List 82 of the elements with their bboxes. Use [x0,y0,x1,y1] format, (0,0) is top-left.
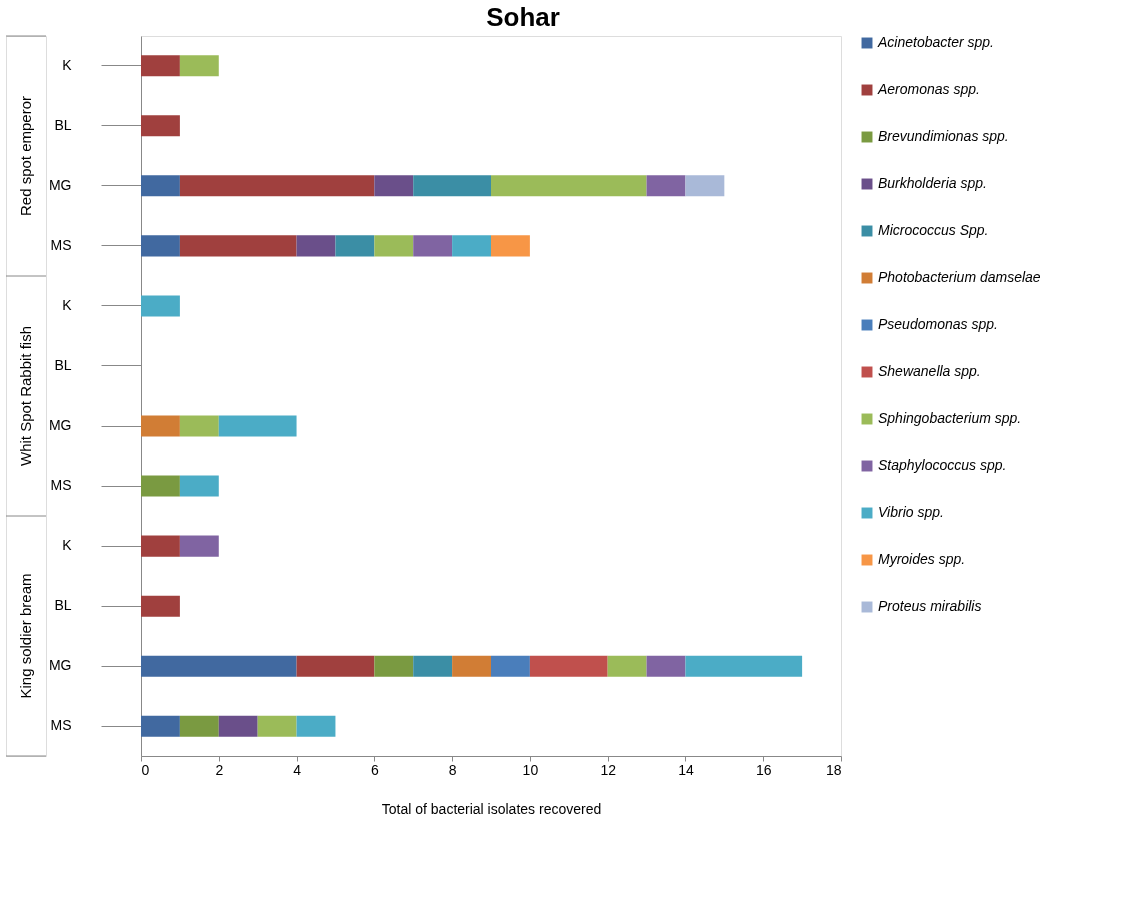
legend-label: Shewanella spp. [878,363,981,379]
text: King soldier bream [17,573,34,699]
y-tick-label: K [62,296,73,313]
bar [141,175,180,197]
y-tick-label: MG [48,176,72,193]
y-tick-label: K [62,537,73,554]
chart-title: Sohar [486,2,560,32]
bar [141,295,180,317]
legend-label: Photobacterium damselae [878,269,1041,285]
x-tick-label: 16 [755,761,772,778]
y-tick-label: MG [48,417,72,434]
bar [685,175,725,197]
text: Red spot emperor [17,95,34,217]
bar [141,55,180,77]
x-tick-label: 0 [141,761,150,778]
y-tick-label: K [62,56,73,73]
bar [296,715,336,737]
bar [179,175,375,197]
bar [529,655,608,677]
bar [413,175,491,197]
bar [179,235,297,257]
x-tick-label: 2 [215,761,224,778]
x-tick-label: 14 [678,761,694,778]
y-tick-label: MG [48,657,72,674]
bar [141,475,180,497]
bar [218,715,258,737]
bar [179,415,219,437]
bar [491,175,647,197]
text: Whit Spot Rabbit fish [17,325,34,467]
bar [257,715,297,737]
bar [218,415,297,437]
legend-label: Vibrio spp. [878,504,944,520]
bar [374,175,414,197]
bar [607,655,647,677]
y-tick-label: BL [54,356,72,373]
y-tick-label: BL [54,597,72,614]
bar [413,235,453,257]
x-tick-label: 6 [370,761,379,778]
bar [413,655,453,677]
legend-label: Acinetobacter spp. [877,34,994,50]
legend-label: Burkholderia spp. [878,175,987,191]
legend-label: Sphingobacterium spp. [878,410,1022,426]
legend-label: Aeromonas spp. [877,81,980,97]
y-tick-label: BL [54,116,72,133]
x-tick-label: 18 [825,761,842,778]
legend-label: Proteus mirabilis [878,598,982,614]
bar [179,715,219,737]
x-tick-label: 10 [522,761,539,778]
bar [491,655,530,677]
bar [374,235,414,257]
bar [141,655,297,677]
x-axis-title: Total of bacterial isolates recovered [381,800,602,817]
x-tick-label: 4 [293,761,302,778]
bar [491,235,530,257]
bar [141,715,180,737]
y-tick-label: MS [50,717,72,734]
bar [452,235,491,257]
legend-label: Pseudomonas spp. [878,316,998,332]
x-tick-label: 8 [448,761,457,778]
bar [646,175,686,197]
bar [179,55,219,77]
bar [374,655,414,677]
legend-label: Micrococcus Spp. [878,222,989,238]
bar [179,535,219,557]
bar [452,655,491,677]
bar [141,235,180,257]
bar [141,115,180,137]
bar [179,475,219,497]
legend-label: Staphylococcus spp. [878,457,1007,473]
bar [685,655,803,677]
x-tick-label: 12 [600,761,617,778]
bar [335,235,375,257]
legend-label: Myroides spp. [878,551,966,567]
bar [141,415,180,437]
bar [296,655,375,677]
y-tick-label: MS [50,477,72,494]
y-tick-label: MS [50,236,72,253]
bar [296,235,336,257]
bar [141,535,180,557]
bar [141,595,180,617]
bar [646,655,686,677]
legend-label: Brevundimionas spp. [878,128,1009,144]
